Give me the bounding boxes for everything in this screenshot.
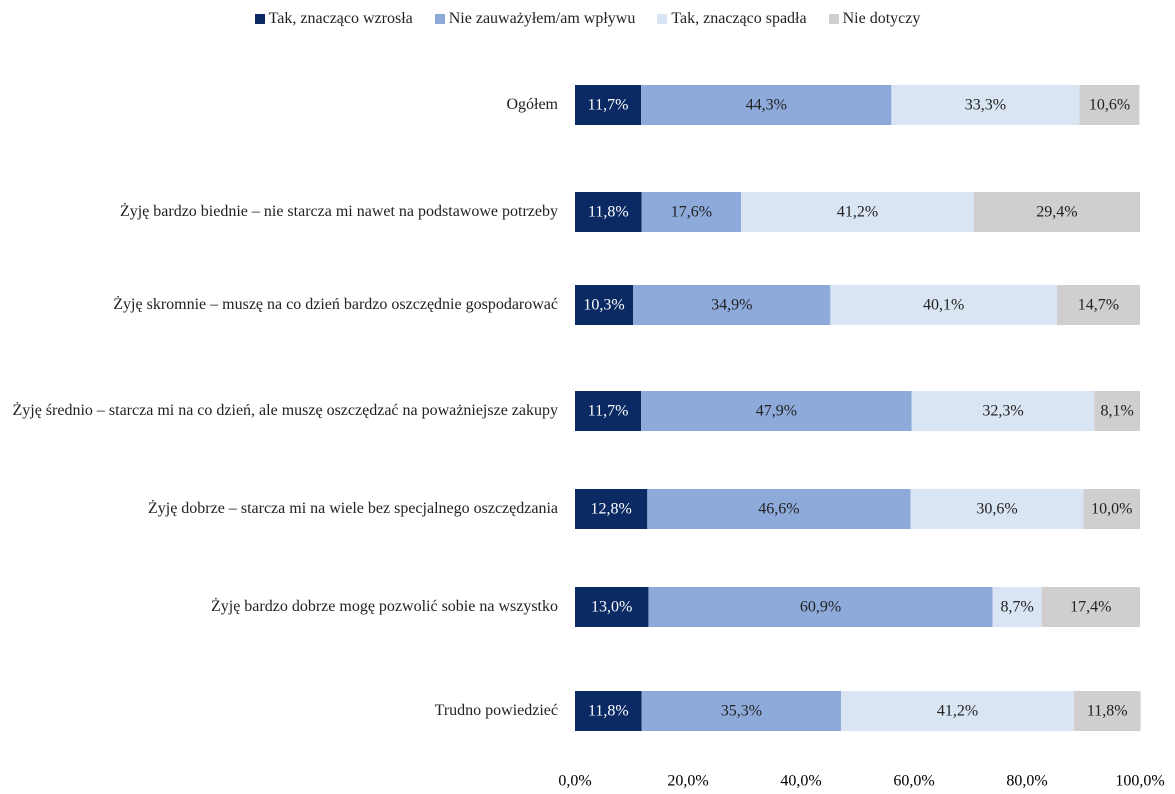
data-label: 12,8% — [590, 501, 631, 518]
data-label: 11,8% — [588, 703, 629, 720]
category-text: Trudno powiedzieć — [434, 702, 558, 719]
legend-label: Tak, znacząco spadła — [671, 10, 807, 27]
data-label: 35,3% — [721, 703, 762, 720]
legend-label: Nie dotyczy — [842, 10, 921, 27]
bar-segment — [910, 489, 1084, 529]
data-label: 40,1% — [923, 297, 964, 314]
bar-segment — [575, 587, 649, 627]
bar-segment — [641, 192, 742, 232]
category-label: Żyję skromnie – muszę na co dzień bardzo… — [3, 294, 558, 316]
x-tick-label: 0,0% — [558, 773, 591, 790]
bar-segment — [647, 489, 911, 529]
legend-item: Nie dotyczy — [828, 10, 921, 28]
bar-segment — [741, 192, 974, 232]
bar-segment — [973, 192, 1140, 232]
data-label: 41,2% — [837, 204, 878, 221]
legend-swatch — [828, 14, 839, 24]
category-text: Żyję dobrze – starcza mi na wiele bez sp… — [147, 500, 558, 517]
data-label: 11,7% — [588, 403, 629, 420]
data-label: 29,4% — [1036, 204, 1077, 221]
data-label: 47,9% — [756, 403, 797, 420]
bar-segment — [641, 85, 892, 125]
bar-segment — [1079, 85, 1140, 125]
data-label: 8,1% — [1100, 403, 1133, 420]
data-label: 10,0% — [1091, 501, 1132, 518]
bar-segment — [1041, 587, 1140, 627]
category-label: Żyję średnio – starcza mi na co dzień, a… — [3, 400, 558, 422]
data-label: 10,3% — [583, 297, 624, 314]
data-label: 60,9% — [800, 599, 841, 616]
data-label: 17,4% — [1070, 599, 1111, 616]
bar-segment — [648, 587, 993, 627]
bar-segment — [575, 691, 642, 731]
bar-segment — [641, 691, 842, 731]
category-label: Żyję dobrze – starcza mi na wiele bez sp… — [3, 498, 558, 520]
legend-item: Tak, znacząco wzrosła — [254, 10, 413, 28]
bar-segment — [911, 391, 1095, 431]
legend-swatch — [254, 14, 265, 24]
category-text: Żyję bardzo dobrze mogę pozwolić sobie n… — [210, 598, 558, 615]
x-tick-label: 40,0% — [780, 773, 821, 790]
legend-item: Tak, znacząco spadła — [657, 10, 807, 28]
data-label: 17,6% — [671, 204, 712, 221]
legend-swatch — [434, 14, 445, 24]
data-label: 13,0% — [591, 599, 632, 616]
data-label: 32,3% — [982, 403, 1023, 420]
data-label: 30,6% — [976, 501, 1017, 518]
bar-segment — [641, 391, 912, 431]
bar-segment — [992, 587, 1042, 627]
bar-segment — [575, 192, 642, 232]
x-tick-label: 60,0% — [893, 773, 934, 790]
bar-segment — [891, 85, 1080, 125]
legend-item: Nie zauważyłem/am wpływu — [434, 10, 636, 28]
bar-segment — [841, 691, 1074, 731]
bar-segment — [1073, 691, 1141, 731]
bar-segment — [1083, 489, 1140, 529]
legend-swatch — [657, 14, 668, 24]
data-label: 44,3% — [746, 97, 787, 114]
bar-segment — [1094, 391, 1140, 431]
legend-label: Tak, znacząco wzrosła — [268, 10, 413, 27]
category-text: Żyję średnio – starcza mi na co dzień, a… — [12, 402, 558, 419]
legend-label: Nie zauważyłem/am wpływu — [448, 10, 636, 27]
bar-segment — [575, 489, 648, 529]
data-label: 11,8% — [1087, 703, 1128, 720]
data-label: 11,7% — [588, 97, 629, 114]
category-label: Trudno powiedzieć — [3, 700, 558, 722]
category-text: Ogółem — [506, 96, 558, 113]
data-label: 33,3% — [965, 97, 1006, 114]
bar-segment — [830, 285, 1057, 325]
data-label: 34,9% — [711, 297, 752, 314]
data-label: 46,6% — [758, 501, 799, 518]
data-label: 10,6% — [1089, 97, 1130, 114]
bar-segment — [633, 285, 831, 325]
category-text: Żyję bardzo biednie – nie starcza mi naw… — [119, 203, 558, 220]
category-label: Żyję bardzo biednie – nie starcza mi naw… — [3, 201, 558, 223]
bar-segment — [575, 391, 642, 431]
bar-segment — [575, 285, 634, 325]
data-label: 11,8% — [588, 204, 629, 221]
category-label: Żyję bardzo dobrze mogę pozwolić sobie n… — [3, 596, 558, 618]
bar-segment — [1056, 285, 1140, 325]
category-label: Ogółem — [3, 94, 558, 116]
bar-segment — [575, 85, 642, 125]
data-label: 8,7% — [1000, 599, 1033, 616]
category-text: Żyję skromnie – muszę na co dzień bardzo… — [113, 296, 558, 313]
x-tick-label: 80,0% — [1006, 773, 1047, 790]
x-tick-label: 20,0% — [667, 773, 708, 790]
legend: Tak, znacząco wzrosła Nie zauważyłem/am w… — [0, 10, 1175, 28]
data-label: 41,2% — [937, 703, 978, 720]
x-tick-label: 100,0% — [1115, 773, 1164, 790]
data-label: 14,7% — [1078, 297, 1119, 314]
